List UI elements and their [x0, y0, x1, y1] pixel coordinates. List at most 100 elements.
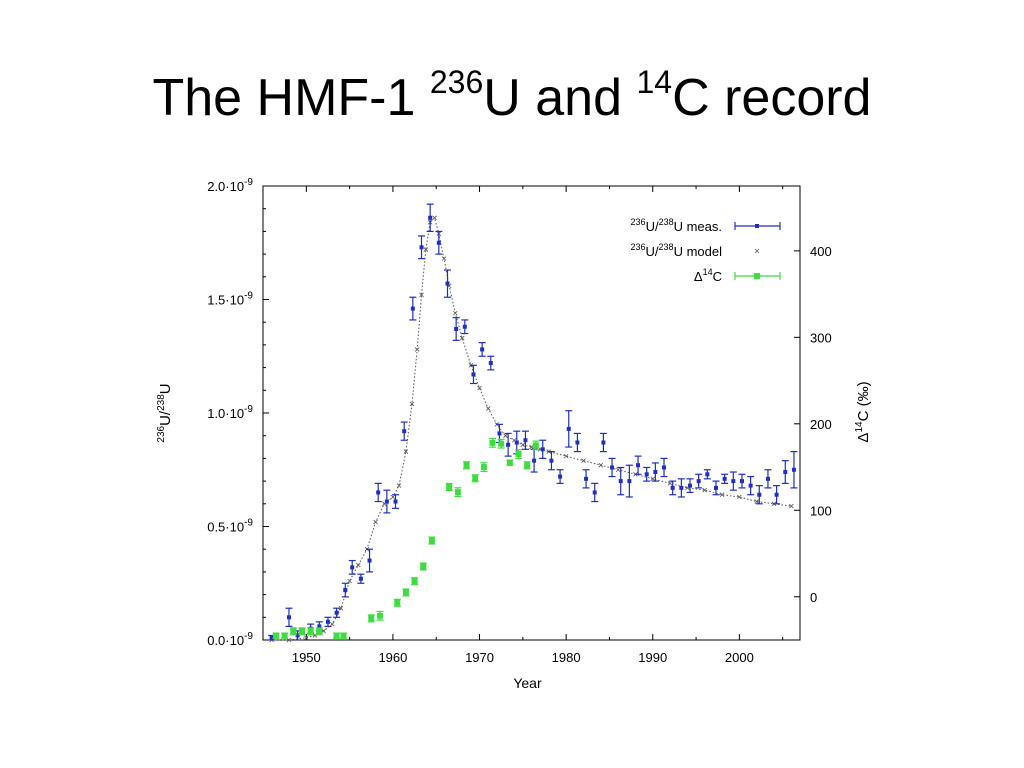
- measured-point: [790, 450, 798, 489]
- x-tick-label: 1970: [465, 650, 494, 665]
- data-marker: [523, 438, 528, 443]
- legend-marker: [754, 273, 760, 279]
- model-point: [409, 401, 415, 407]
- model-point: [459, 335, 465, 341]
- measured-point: [729, 471, 737, 491]
- data-marker: [367, 558, 372, 563]
- measured-point: [677, 478, 685, 498]
- data-marker: [540, 447, 545, 452]
- measured-point: [781, 460, 789, 484]
- data-marker: [428, 215, 433, 220]
- data-marker: [420, 563, 427, 570]
- data-marker: [325, 619, 330, 624]
- measured-point: [400, 421, 408, 441]
- data-marker: [410, 306, 415, 311]
- data-marker: [446, 483, 453, 490]
- c14-point: [489, 437, 497, 448]
- model-point-stroke: [485, 406, 491, 411]
- data-marker: [662, 465, 667, 470]
- model-point: [355, 562, 361, 568]
- model-point: [432, 215, 437, 221]
- data-marker: [402, 589, 409, 596]
- c14-point: [419, 562, 427, 571]
- measured-point: [721, 473, 729, 484]
- data-marker: [472, 475, 479, 482]
- data-marker: [506, 459, 513, 466]
- measured-point: [452, 317, 460, 341]
- measured-point: [651, 462, 659, 482]
- c14-series: [272, 437, 540, 639]
- model-point-stroke: [355, 562, 361, 568]
- data-marker: [610, 465, 615, 470]
- c14-point: [471, 474, 479, 483]
- data-marker: [340, 632, 347, 639]
- data-marker: [376, 490, 381, 495]
- measured-point: [582, 469, 590, 489]
- model-point: [452, 310, 458, 316]
- c14-point: [333, 632, 341, 639]
- y-right-tick-label: 0: [810, 590, 817, 605]
- model-point: [477, 385, 482, 391]
- model-point: [373, 519, 378, 525]
- measured-point: [426, 203, 434, 232]
- data-marker: [393, 499, 398, 504]
- model-point: [615, 467, 621, 473]
- data-marker: [688, 483, 693, 488]
- y-right-tick-label: 100: [810, 503, 832, 518]
- model-point: [347, 578, 352, 584]
- model-point: [737, 494, 742, 500]
- measured-point: [418, 235, 426, 260]
- data-marker: [498, 440, 505, 447]
- measured-point: [703, 469, 711, 480]
- data-marker: [566, 426, 571, 431]
- data-marker: [350, 565, 355, 570]
- measured-series: [268, 203, 798, 641]
- data-marker: [592, 490, 597, 495]
- data-marker: [488, 361, 493, 366]
- title-text: U and: [483, 69, 637, 127]
- model-point-stroke: [459, 335, 465, 341]
- c14-point: [463, 461, 471, 470]
- data-marker: [436, 240, 441, 245]
- model-point: [419, 292, 424, 298]
- c14-point: [315, 627, 323, 636]
- c14-point: [367, 614, 375, 623]
- model-point: [581, 458, 586, 463]
- data-marker: [384, 499, 389, 504]
- measured-point: [504, 432, 512, 457]
- title-superscript-14: 14: [636, 64, 673, 100]
- data-marker: [515, 451, 522, 458]
- model-point: [403, 449, 409, 454]
- data-marker: [290, 628, 297, 635]
- measured-point: [669, 480, 677, 496]
- c14-point: [454, 487, 462, 498]
- measured-point: [565, 410, 573, 448]
- model-point-stroke: [286, 637, 292, 643]
- c14-point: [480, 462, 488, 472]
- legend: 236U/238U meas. 236U/238U model Δ14C: [631, 217, 781, 284]
- data-marker: [618, 479, 623, 484]
- data-marker: [575, 440, 580, 445]
- title-text: C record: [672, 69, 872, 127]
- data-marker: [411, 578, 418, 585]
- data-marker: [497, 431, 502, 436]
- model-point-stroke: [520, 442, 526, 448]
- measured-point: [686, 478, 694, 494]
- c14-point: [393, 598, 401, 607]
- data-marker: [295, 633, 300, 638]
- model-point: [650, 476, 656, 482]
- model-point-stroke: [409, 401, 415, 407]
- model-point: [390, 494, 396, 500]
- model-point-stroke: [441, 256, 447, 261]
- model-point-stroke: [667, 481, 673, 486]
- data-marker: [489, 439, 496, 446]
- measured-point: [591, 482, 599, 503]
- model-point: [503, 433, 508, 438]
- measured-point: [513, 430, 521, 455]
- model-point-stroke: [754, 499, 759, 504]
- model-point: [598, 462, 604, 468]
- data-marker: [532, 442, 539, 449]
- model-point-stroke: [477, 385, 482, 391]
- x-tick-label: 1980: [552, 650, 581, 665]
- y-left-tick-label: 1.5·10-9: [207, 291, 253, 308]
